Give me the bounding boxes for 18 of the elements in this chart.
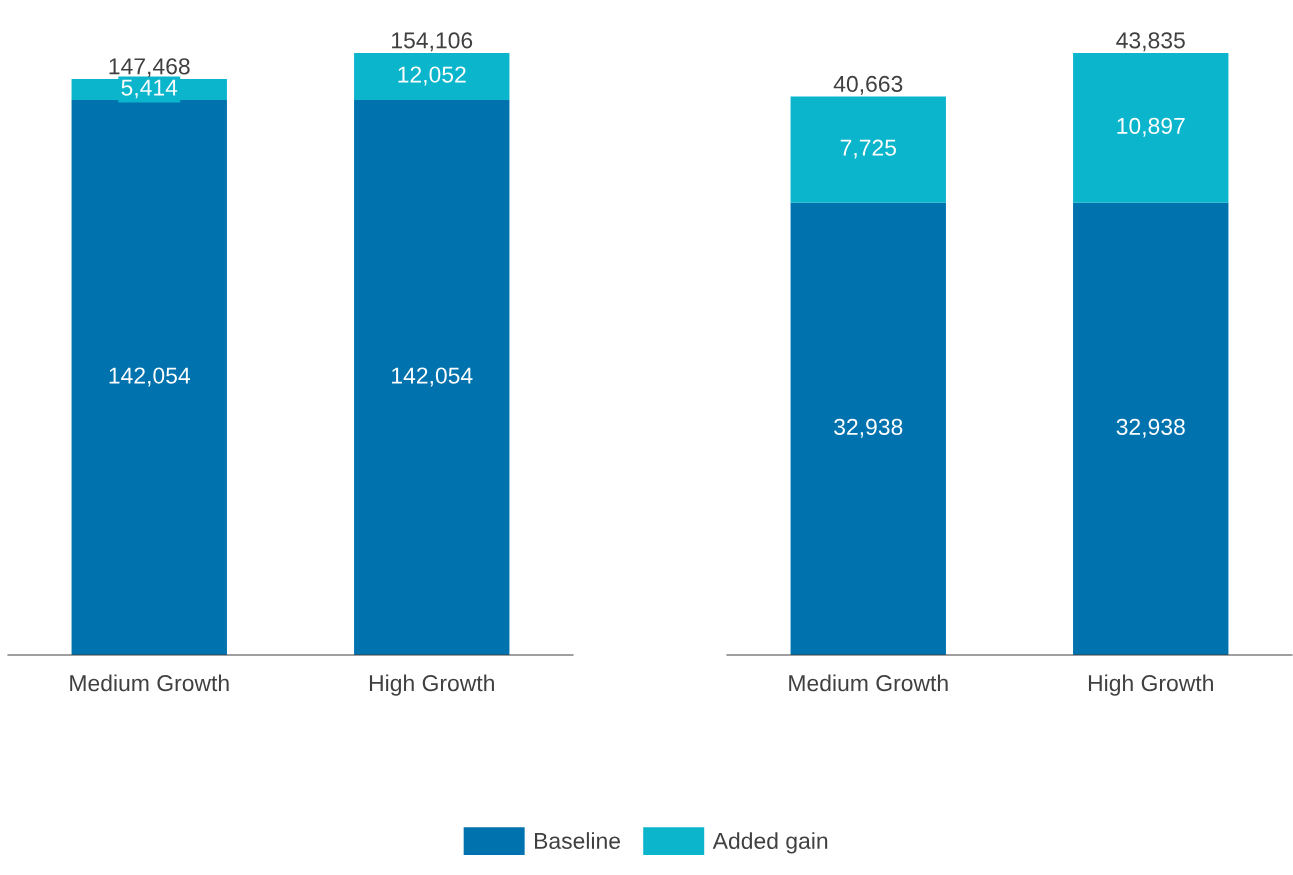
data-label: 5,414	[121, 79, 178, 99]
total-label: 147,468	[109, 58, 190, 78]
legend-label: Added gain	[712, 832, 828, 854]
legend-label: Baseline	[534, 832, 620, 849]
data-label: 7,725	[840, 139, 896, 159]
total-label: 43,835	[1116, 32, 1185, 52]
x-tick-label: High Growth	[1088, 674, 1213, 696]
data-label: 142,054	[109, 367, 190, 387]
data-label: 10,897	[1117, 117, 1185, 137]
x-tick-label: High Growth	[369, 674, 494, 696]
data-label: 12,052	[398, 66, 466, 86]
data-label: 142,054	[392, 367, 473, 387]
x-tick-label: Medium Growth	[70, 674, 229, 692]
data-label: 32,938	[834, 418, 903, 438]
data-label: 32,938	[1116, 418, 1185, 438]
x-tick-label: Medium Growth	[789, 674, 948, 692]
total-label: 154,106	[392, 32, 473, 52]
total-label: 40,663	[833, 75, 903, 95]
